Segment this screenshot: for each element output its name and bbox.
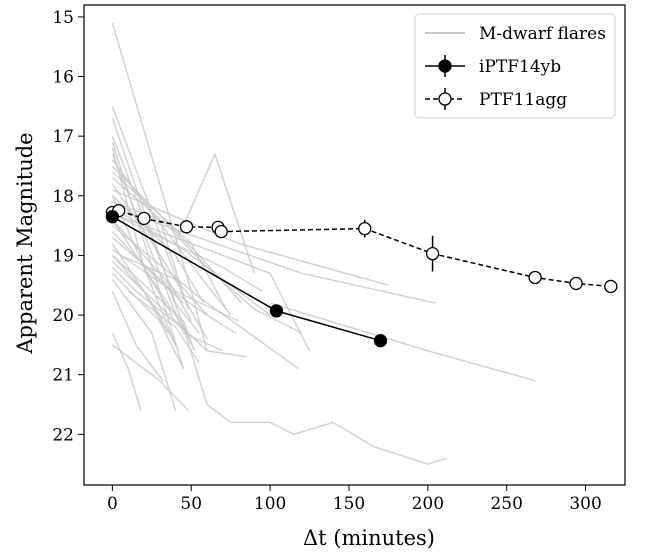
x-axis-ticks: 0 50 100 150 200 250 300	[107, 485, 602, 514]
x-tick-label: 150	[333, 494, 365, 514]
legend-label: PTF11agg	[479, 90, 567, 110]
flare-line	[112, 189, 389, 286]
series-ptf11agg	[105, 204, 618, 294]
y-tick-label: 15	[52, 8, 74, 28]
legend-box	[414, 13, 616, 119]
flare-line	[112, 212, 311, 352]
legend-label: iPTF14yb	[479, 57, 561, 77]
data-point	[269, 304, 284, 318]
x-tick-label: 0	[107, 494, 118, 514]
legend-entry-ptf11agg: PTF11agg	[425, 88, 567, 110]
x-tick-label: 250	[490, 494, 522, 514]
data-point	[425, 246, 440, 261]
data-point	[105, 210, 120, 224]
flare-line	[206, 266, 303, 334]
flare-line	[111, 266, 189, 334]
data-series	[105, 204, 618, 348]
flare-line	[111, 236, 192, 346]
data-point	[137, 211, 151, 226]
flare-line	[111, 278, 177, 411]
flare-line	[111, 153, 224, 352]
flare-line	[111, 106, 208, 340]
data-point	[214, 224, 228, 239]
legend-marker	[438, 59, 452, 73]
flare-line	[174, 152, 256, 274]
y-axis-label: Apparent Magnitude	[13, 132, 37, 354]
y-tick-label: 18	[52, 187, 74, 207]
flare-line	[111, 254, 196, 352]
flare-line	[112, 207, 271, 316]
flare-line	[111, 225, 299, 370]
flare-line	[111, 290, 164, 382]
flare-line	[111, 260, 247, 358]
data-point	[373, 334, 388, 348]
legend: M-dwarf flares iPTF14yb PTF11agg	[414, 13, 616, 119]
data-point	[358, 221, 372, 236]
x-tick-label: 200	[412, 494, 444, 514]
flare-line	[111, 231, 184, 304]
data-point	[528, 270, 542, 285]
flare-line	[112, 206, 436, 304]
legend-label: M-dwarf flares	[479, 24, 606, 44]
flare-line	[120, 254, 208, 316]
m-dwarf-flare-lines	[111, 22, 536, 465]
series-iptf14yb	[105, 210, 388, 348]
y-tick-label: 17	[52, 127, 74, 147]
flare-line	[111, 344, 189, 412]
flare-line	[112, 213, 263, 292]
legend-marker	[438, 92, 452, 106]
flare-line	[111, 272, 185, 370]
flare-line	[111, 332, 142, 411]
y-tick-label: 20	[52, 306, 74, 326]
y-tick-label: 21	[52, 366, 74, 386]
plot-frame	[83, 4, 626, 486]
x-tick-label: 100	[254, 494, 286, 514]
x-tick-label: 50	[180, 494, 202, 514]
legend-entry-iptf14yb: iPTF14yb	[425, 55, 561, 77]
data-point	[179, 220, 194, 234]
data-point	[569, 276, 583, 291]
y-axis-ticks: 15 16 17 18 19 20 21 22	[52, 8, 84, 445]
legend-entry-m-dwarf flares: M-dwarf flares	[425, 24, 606, 44]
flare-line	[111, 219, 448, 465]
flare-line	[269, 302, 536, 382]
flare-line	[111, 159, 232, 316]
y-tick-label: 16	[52, 68, 74, 88]
y-tick-label: 19	[52, 246, 74, 266]
x-tick-label: 300	[569, 494, 601, 514]
y-tick-label: 22	[52, 425, 74, 445]
x-axis-label: Δt (minutes)	[303, 526, 435, 550]
data-point	[604, 279, 618, 294]
flare-line	[112, 201, 189, 310]
